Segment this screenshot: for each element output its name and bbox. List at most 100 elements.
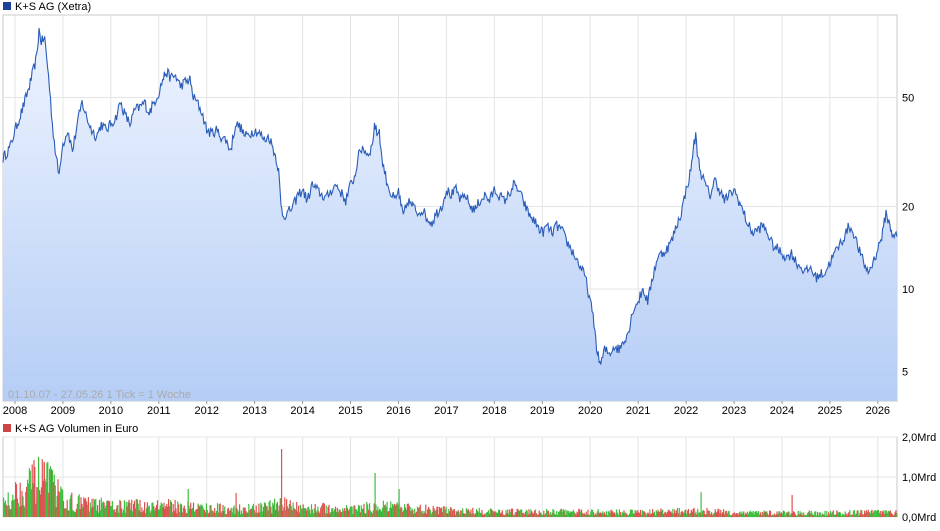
volume-bar xyxy=(431,512,433,517)
volume-bar xyxy=(789,515,791,517)
volume-bar xyxy=(563,510,565,517)
volume-bar xyxy=(319,513,321,517)
volume-bar xyxy=(754,511,756,517)
volume-bar xyxy=(766,511,768,517)
volume-bar xyxy=(614,512,616,517)
volume-bar xyxy=(841,515,843,517)
volume-bar xyxy=(649,509,651,517)
volume-bar xyxy=(628,515,630,517)
volume-bar xyxy=(502,514,504,517)
volume-bar xyxy=(106,500,108,517)
volume-bar xyxy=(571,511,573,517)
volume-bar xyxy=(556,511,558,517)
volume-bar xyxy=(267,510,269,517)
x-tick-label: 2026 xyxy=(866,405,890,417)
volume-bar xyxy=(860,509,862,517)
volume-bar xyxy=(477,511,479,517)
volume-bar xyxy=(99,510,101,517)
volume-bar xyxy=(55,507,57,517)
volume-bar xyxy=(678,508,680,517)
volume-bar xyxy=(637,510,639,517)
volume-bar xyxy=(343,510,345,517)
volume-bar xyxy=(487,510,490,517)
volume-bar xyxy=(97,505,99,517)
volume-bar xyxy=(405,509,407,517)
volume-bar xyxy=(215,513,217,517)
volume-bar xyxy=(665,513,667,517)
x-tick-label: 2017 xyxy=(434,405,458,417)
volume-bar xyxy=(38,456,40,517)
volume-bar xyxy=(710,514,712,517)
volume-bar xyxy=(807,512,809,517)
volume-bar xyxy=(395,504,397,517)
volume-bar xyxy=(507,509,509,517)
volume-bar xyxy=(629,509,632,517)
volume-bar xyxy=(340,512,342,517)
volume-bar xyxy=(716,511,718,517)
volume-bar xyxy=(702,509,704,517)
volume-bar xyxy=(689,513,691,517)
volume-bar xyxy=(830,513,832,517)
volume-bar xyxy=(318,511,320,517)
volume-bar xyxy=(23,505,25,517)
volume-bar xyxy=(186,513,188,517)
volume-bar xyxy=(310,513,312,517)
volume-bar xyxy=(812,515,814,517)
volume-bar xyxy=(390,501,392,517)
volume-bar xyxy=(808,510,810,517)
volume-bar xyxy=(596,511,598,517)
volume-bar xyxy=(316,510,318,517)
volume-bar xyxy=(346,508,348,517)
volume-bar xyxy=(713,512,715,517)
volume-bar xyxy=(846,515,848,517)
volume-bar xyxy=(531,511,533,517)
volume-bar xyxy=(35,504,37,517)
volume-bar xyxy=(360,505,362,517)
volume-bar xyxy=(308,506,310,517)
volume-bar xyxy=(867,509,869,517)
volume-bar xyxy=(141,507,143,517)
volume-bar xyxy=(183,505,185,517)
volume-bar xyxy=(49,468,51,517)
volume-bar xyxy=(422,513,424,517)
volume-bar xyxy=(429,510,431,517)
volume-bar xyxy=(75,509,77,517)
volume-bar xyxy=(381,511,383,517)
volume-bar xyxy=(379,508,381,517)
volume-bar xyxy=(823,514,825,517)
volume-bar xyxy=(146,502,148,517)
volume-bar xyxy=(854,514,856,517)
volume-bar xyxy=(366,501,368,517)
volume-bar xyxy=(205,503,207,517)
volume-bar xyxy=(258,503,260,517)
volume-bar xyxy=(155,507,157,517)
volume-bar xyxy=(777,513,779,517)
volume-bar xyxy=(310,504,313,517)
volume-bar xyxy=(481,510,483,517)
volume-bar xyxy=(446,513,448,517)
volume-bar xyxy=(451,508,453,517)
volume-bar xyxy=(723,514,726,517)
volume-bar xyxy=(151,502,153,517)
volume-bar xyxy=(883,510,885,517)
volume-bar xyxy=(773,513,775,517)
volume-bar xyxy=(359,512,361,517)
volume-bar xyxy=(829,510,832,517)
volume-bar xyxy=(39,494,42,517)
volume-bar xyxy=(464,513,466,517)
volume-bar xyxy=(222,505,224,517)
volume-bar xyxy=(111,501,113,517)
volume-bar xyxy=(285,510,287,517)
volume-bar xyxy=(321,505,323,517)
volume-bar xyxy=(462,508,464,517)
price-y-tick-label: 10 xyxy=(902,284,914,296)
volume-bar xyxy=(868,512,870,517)
volume-bar xyxy=(655,510,657,517)
volume-bar xyxy=(879,511,881,517)
volume-bar xyxy=(433,508,435,517)
volume-bar xyxy=(9,509,11,517)
volume-bar xyxy=(115,508,117,517)
volume-bar xyxy=(86,501,88,517)
volume-bar xyxy=(888,511,891,517)
volume-bar xyxy=(669,511,671,517)
